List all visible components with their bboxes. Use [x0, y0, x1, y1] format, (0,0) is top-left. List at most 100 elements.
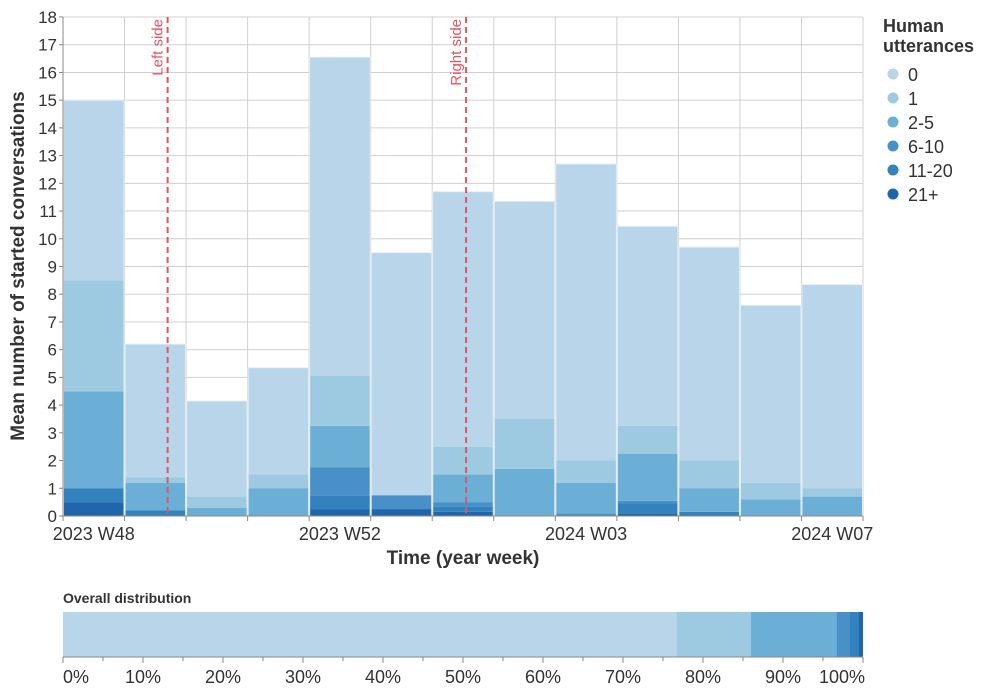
- bar-segment-2-5: [186, 507, 248, 516]
- bar-group-2023-w50: [186, 400, 248, 517]
- y-tick-label: 7: [48, 313, 57, 332]
- y-tick-label: 5: [48, 368, 57, 387]
- bar-group-2023-w51: [247, 367, 310, 517]
- bar-segment-21: [371, 509, 432, 516]
- legend-label: 2-5: [908, 113, 934, 133]
- bar-segment-0: [248, 367, 309, 475]
- bar-segment-0: [555, 163, 617, 461]
- y-tick-label: 18: [38, 8, 57, 27]
- reference-label-right-side: Right side: [448, 19, 465, 86]
- overall-segment-0: [63, 612, 677, 657]
- bar-segment-2-5: [248, 488, 309, 516]
- bar-segment-1: [494, 418, 555, 469]
- reference-label-left-side: Left side: [150, 19, 167, 76]
- y-tick-label: 9: [48, 258, 57, 277]
- legend-label: 0: [908, 65, 918, 85]
- legend-swatch: [887, 116, 899, 128]
- bar-segment-2-5: [494, 468, 555, 516]
- y-tick-label: 4: [48, 396, 57, 415]
- bar-segment-1: [740, 482, 801, 500]
- legend-label: 11-20: [908, 161, 953, 181]
- overall-axis: 0% 10% 20% 30% 40% 50% 60% 70% 80% 90% 100%: [62, 656, 865, 687]
- bar-segment-0: [617, 226, 678, 426]
- bar-group-2024-w05: [616, 225, 679, 517]
- bar-segment-1: [555, 460, 617, 483]
- y-tick-label: 1: [48, 479, 57, 498]
- bar-segment-0: [740, 305, 801, 483]
- bar-segment-1: [63, 280, 125, 392]
- bar-segment-2-5: [617, 453, 678, 501]
- bar-group-2024-w03: [493, 200, 556, 517]
- bar-segment-0: [186, 400, 248, 497]
- bar-segment-11-20: [125, 510, 186, 516]
- bar-group-2024-w08: [801, 284, 864, 517]
- legend-item-1: 1: [887, 89, 918, 109]
- bar-segment-0: [125, 344, 186, 478]
- y-tick-label: 17: [38, 36, 57, 55]
- overall-segment-1: [676, 612, 751, 657]
- bar-segment-11-20: [309, 495, 371, 510]
- bar-group-2024-w01: [370, 252, 433, 517]
- bar-segment-2-5: [801, 496, 863, 516]
- y-tick-label: 6: [48, 341, 57, 360]
- overall-tick-label: 30%: [285, 667, 321, 687]
- legend-swatch: [887, 188, 899, 200]
- overall-tick-label: 10%: [125, 667, 161, 687]
- overall-tick-label: 20%: [205, 667, 241, 687]
- bar-segment-1: [678, 460, 740, 489]
- overall-tick-label: 60%: [525, 667, 561, 687]
- legend-swatch: [887, 92, 899, 104]
- bar-group-2023-w52: [309, 56, 371, 517]
- overall-tick-label: 0%: [63, 667, 89, 687]
- legend-item-11-20: 11-20: [887, 161, 953, 181]
- overall-segment-21: [859, 612, 863, 657]
- y-tick-label: 0: [48, 507, 57, 526]
- bar-segment-1: [432, 446, 494, 475]
- bar-segment-6-10: [432, 502, 494, 507]
- x-tick-label: 2023 W48: [53, 524, 135, 544]
- y-tick-label: 10: [38, 230, 57, 249]
- bar-segment-1: [309, 376, 371, 426]
- y-tick-label: 12: [38, 174, 57, 193]
- legend-label: 6-10: [908, 137, 944, 157]
- overall-tick-label: 70%: [605, 667, 641, 687]
- bar-group-2023-w49: [124, 343, 187, 517]
- bar-segment-1: [617, 425, 678, 454]
- y-tick-label: 15: [38, 91, 57, 110]
- bar-segment-0: [801, 284, 863, 489]
- bar-segment-1: [125, 477, 186, 483]
- bar-segment-11-20: [617, 503, 678, 514]
- overall-segment-2-5: [751, 612, 837, 657]
- bar-segment-0: [309, 57, 371, 377]
- bar-segment-2-5: [309, 425, 371, 468]
- y-tick-label: 13: [38, 147, 57, 166]
- bar-segment-21: [63, 502, 125, 516]
- bar-segment-21: [309, 509, 371, 516]
- legend-item-21: 21+: [887, 185, 939, 205]
- bar-group-2024-w02: [432, 191, 494, 517]
- bar-segment-11-20: [63, 488, 125, 503]
- bar-group-2024-w07: [739, 304, 802, 517]
- bar-segment-1: [801, 488, 863, 497]
- bar-segment-6-10: [371, 495, 432, 510]
- bar-segment-2-5: [63, 391, 125, 489]
- y-tick-label: 8: [48, 285, 57, 304]
- overall-tick-label: 40%: [365, 667, 401, 687]
- bar-segment-2-5: [432, 474, 494, 503]
- bar-segment-21: [432, 511, 494, 516]
- overall-tick-label: 100%: [819, 667, 865, 687]
- bar-group-2024-w04: [555, 163, 617, 517]
- overall-tick-label: 90%: [765, 667, 801, 687]
- y-tick-label: 3: [48, 424, 57, 443]
- bar-segment-11-20: [432, 506, 494, 512]
- y-axis-title: Mean number of started conversations: [8, 91, 29, 440]
- legend-label: 21+: [908, 185, 939, 205]
- bar-segment-2-5: [555, 482, 617, 514]
- legend-swatch: [887, 164, 899, 176]
- overall-tick-label: 80%: [685, 667, 721, 687]
- bar-segment-1: [186, 496, 248, 508]
- y-tick-label: 2: [48, 452, 57, 471]
- x-tick-label: 2024 W03: [545, 524, 627, 544]
